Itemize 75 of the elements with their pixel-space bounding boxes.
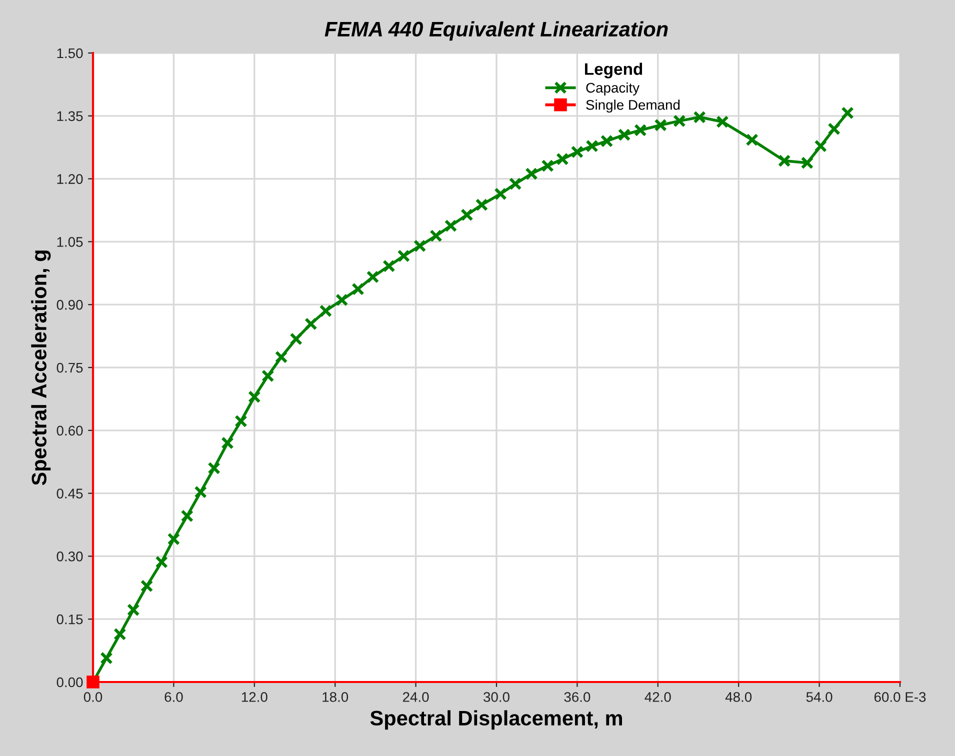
legend-title: Legend [585, 62, 642, 78]
point [475, 198, 488, 212]
point [319, 304, 332, 318]
x-tick-label: 36.0 [564, 692, 590, 702]
point [140, 580, 154, 592]
y-tick-label: 1.20 [57, 174, 83, 184]
point [460, 208, 474, 222]
point [716, 115, 729, 128]
x-tick-label: 60.0 E-3 [874, 692, 926, 702]
point [841, 106, 854, 120]
point [194, 486, 207, 498]
point [234, 414, 248, 428]
y-tick-label: 0.15 [56, 614, 83, 624]
point [444, 219, 458, 232]
point [693, 110, 706, 124]
point [673, 114, 686, 128]
chart-title: FEMA 440 Equivalent Linearization [324, 21, 668, 41]
point [100, 652, 113, 664]
x-tick-label: 6.0 [164, 692, 183, 702]
point [114, 628, 126, 641]
point [413, 240, 426, 252]
point [541, 159, 554, 172]
y-tick-label: 0.30 [56, 552, 83, 562]
legend-label: Capacity [586, 82, 640, 96]
point [274, 350, 288, 364]
x-axis-title: Spectral Displacement, m [370, 710, 622, 730]
x-tick-label: 42.0 [644, 692, 671, 702]
x-tick-label: 30.0 [484, 692, 510, 702]
point [304, 318, 318, 330]
y-tick-label: 1.35 [57, 111, 83, 122]
point [248, 390, 261, 404]
point [430, 229, 442, 242]
point [508, 177, 522, 190]
point [746, 133, 758, 146]
point [155, 556, 168, 568]
point [126, 603, 140, 616]
x-tick-label: 12.0 [242, 692, 268, 702]
x-tick-label: 18.0 [322, 692, 348, 702]
point [654, 118, 667, 132]
x-tick-label: 48.0 [725, 692, 752, 702]
point [290, 332, 302, 346]
point [180, 510, 194, 522]
point [556, 152, 569, 166]
y-tick-label: 1.50 [57, 48, 83, 58]
y-tick-label: 0.00 [56, 677, 83, 688]
point [600, 134, 614, 148]
point [261, 369, 274, 382]
point [778, 154, 791, 168]
point [525, 167, 538, 180]
point [828, 122, 840, 136]
y-axis-title: Spectral Acceleration, g [31, 250, 51, 486]
point [570, 146, 584, 158]
point [167, 532, 180, 546]
point [352, 282, 364, 296]
point [634, 124, 647, 137]
point [335, 294, 348, 306]
point [397, 250, 410, 262]
point [208, 462, 220, 475]
point [221, 436, 234, 450]
point [800, 156, 814, 170]
y-tick-label: 0.75 [56, 362, 83, 373]
x-tick-label: 54.0 [806, 692, 832, 702]
y-tick-label: 0.60 [56, 426, 83, 436]
point [382, 260, 396, 272]
point [366, 270, 380, 284]
x-tick-label: 0.0 [84, 692, 102, 702]
x-tick-label: 24.0 [402, 692, 429, 702]
legend-label: Single Demand [586, 100, 680, 113]
y-tick-label: 1.05 [57, 237, 83, 247]
point [586, 140, 598, 152]
y-tick-label: 0.90 [56, 300, 83, 310]
point [618, 128, 631, 142]
y-tick-label: 0.45 [56, 488, 83, 498]
point [814, 140, 828, 152]
point [494, 188, 507, 200]
